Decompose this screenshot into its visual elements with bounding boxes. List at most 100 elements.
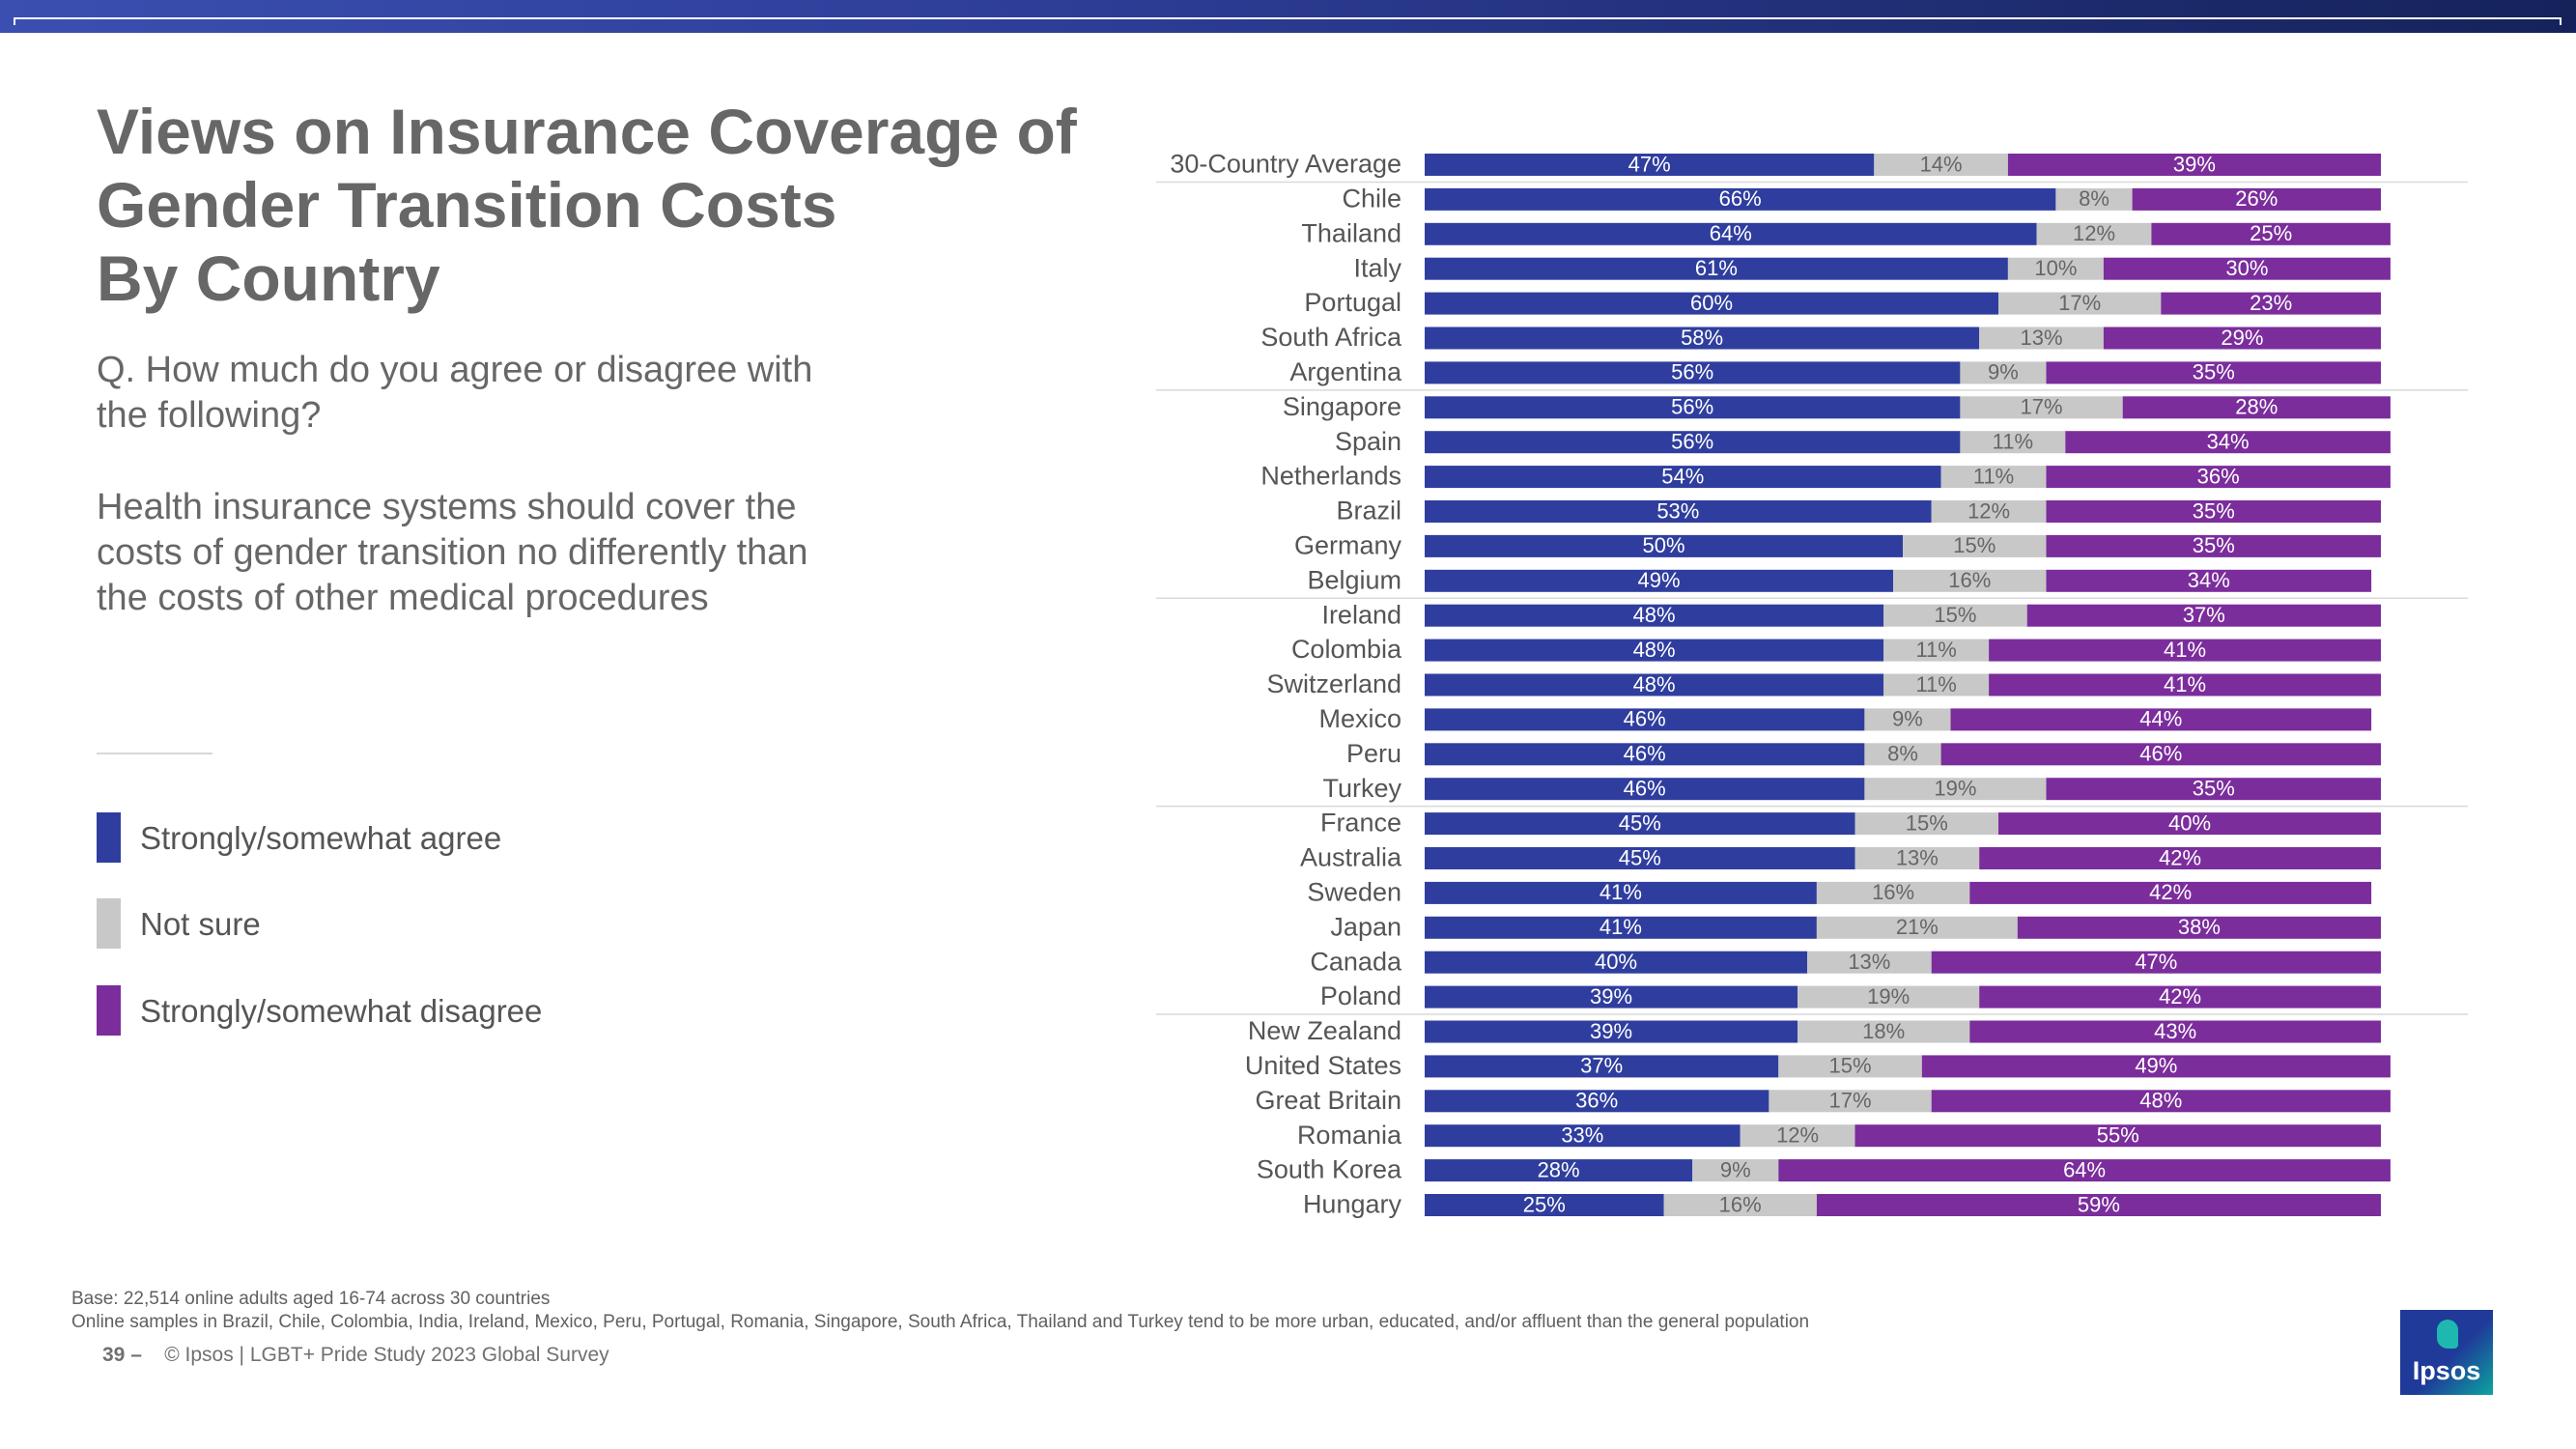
bar-colombia-series-0 [1425,639,1884,662]
bar-poland-series-2 [1979,985,2381,1009]
logo-text: Ipsos [2412,1356,2481,1385]
bar-netherlands-series-1 [1940,466,2047,489]
bar-canada-series-1 [1807,951,1932,974]
bar-belgium-series-1 [1893,569,2047,592]
category-label-brazil: Brazil [1336,497,1401,526]
data-label-hungary-series-2: 59% [2078,1192,2120,1216]
category-label-italy: Italy [1353,253,1401,282]
data-label-italy-series-0: 61% [1695,256,1738,280]
survey-question: Q. How much do you agree or disagree wit… [97,350,813,436]
ipsos-logo: Ipsos [2400,1310,2493,1395]
bar-italy-series-2 [2103,257,2391,280]
bar-hungary-series-1 [1663,1194,1817,1216]
copyright-text: © Ipsos | LGBT+ Pride Study 2023 Global … [164,1344,609,1366]
category-label-germany: Germany [1294,531,1402,560]
data-label-south-korea-series-0: 28% [1538,1157,1580,1181]
data-label-new-zealand-series-2: 43% [2154,1019,2196,1043]
category-label-new-zealand: New Zealand [1248,1016,1401,1045]
data-label-romania-series-2: 55% [2097,1123,2139,1148]
category-label-portugal: Portugal [1304,288,1401,317]
bar-peru-series-1 [1864,743,1941,766]
bar-germany-series-2 [2046,534,2381,557]
bar-switzerland-series-2 [1989,673,2381,696]
data-label-singapore-series-1: 17% [2021,395,2063,419]
bar-sweden-series-1 [1816,881,1970,904]
data-label-peru-series-1: 8% [1887,742,1918,766]
bar-germany-series-0 [1425,534,1903,557]
data-label-united-states-series-1: 15% [1829,1054,1872,1078]
bar-south-korea-series-2 [1778,1159,2391,1182]
data-label-peru-series-0: 46% [1624,742,1666,766]
bar-poland-series-1 [1798,985,1980,1009]
category-label-romania: Romania [1297,1121,1402,1150]
divider [97,753,212,754]
bar-great-britain-series-1 [1769,1090,1932,1113]
category-label-canada: Canada [1310,947,1402,976]
bar-thailand-series-2 [2151,222,2391,245]
data-label-south-africa-series-1: 13% [2021,326,2063,350]
data-label-portugal-series-2: 23% [2250,291,2292,315]
category-label-peru: Peru [1346,739,1401,768]
legend-swatch-disagree [97,985,121,1036]
bar-peru-series-0 [1425,743,1865,766]
logo-mark-icon [2437,1320,2458,1349]
bar-turkey-series-2 [2046,778,2381,801]
bar-brazil-series-0 [1425,500,1932,523]
data-label-germany-series-1: 15% [1953,533,1996,557]
category-label-hungary: Hungary [1303,1190,1402,1219]
bar-portugal-series-2 [2161,292,2381,315]
data-label-great-britain-series-0: 36% [1575,1089,1618,1113]
bar-30-country-average-series-2 [2007,154,2381,176]
data-label-new-zealand-series-1: 18% [1862,1019,1905,1043]
data-label-japan-series-0: 41% [1599,915,1642,939]
legend-swatch-agree [97,812,121,863]
category-label-south-africa: South Africa [1260,323,1402,352]
data-label-belgium-series-2: 34% [2188,568,2230,592]
data-label-italy-series-1: 10% [2034,256,2077,280]
data-label-great-britain-series-2: 48% [2139,1089,2182,1113]
data-label-brazil-series-2: 35% [2193,498,2235,523]
data-label-chile-series-2: 26% [2235,186,2278,211]
bar-brazil-series-2 [2046,500,2381,523]
bar-peru-series-2 [1940,743,2381,766]
data-label-peru-series-2: 46% [2139,742,2182,766]
bar-30-country-average-series-1 [1874,154,2008,176]
bar-ireland-series-2 [2026,604,2381,627]
data-label-spain-series-2: 34% [2207,430,2250,454]
category-label-switzerland: Switzerland [1266,669,1401,698]
footer-base-note: Base: 22,514 online adults aged 16-74 ac… [71,1289,551,1309]
data-label-30-country-average-series-1: 14% [1920,152,1963,176]
bar-colombia-series-1 [1883,639,1990,662]
data-label-canada-series-1: 13% [1848,950,1890,974]
bar-argentina-series-0 [1425,361,1961,384]
bar-30-country-average-series-0 [1425,154,1875,176]
bar-germany-series-1 [1903,534,2047,557]
category-label-colombia: Colombia [1291,635,1402,664]
data-label-netherlands-series-1: 11% [1973,464,2014,488]
bar-mexico-series-2 [1950,708,2372,731]
data-label-argentina-series-0: 56% [1671,360,1713,384]
data-label-switzerland-series-2: 41% [2164,672,2206,696]
survey-statement: Health insurance systems should cover th… [97,487,808,618]
data-label-romania-series-0: 33% [1561,1123,1603,1148]
category-label-argentina: Argentina [1289,357,1402,386]
bar-switzerland-series-1 [1883,673,1990,696]
legend-label-disagree: Strongly/somewhat disagree [140,993,543,1029]
bar-turkey-series-0 [1425,778,1865,801]
bar-hungary-series-2 [1816,1194,2381,1216]
bar-japan-series-0 [1425,916,1817,939]
data-label-chile-series-1: 8% [2079,186,2109,211]
bar-sweden-series-2 [1969,881,2372,904]
category-label-spain: Spain [1335,427,1401,456]
bar-south-korea-series-1 [1692,1159,1779,1182]
data-label-switzerland-series-0: 48% [1633,672,1676,696]
data-label-thailand-series-1: 12% [2073,221,2115,245]
category-label-belgium: Belgium [1307,565,1401,594]
data-label-ireland-series-1: 15% [1934,603,1976,627]
category-label-sweden: Sweden [1307,878,1401,907]
bar-romania-series-0 [1425,1124,1741,1148]
bar-great-britain-series-2 [1931,1090,2391,1113]
data-label-hungary-series-0: 25% [1523,1192,1566,1216]
bar-italy-series-0 [1425,257,2008,280]
bar-united-states-series-0 [1425,1055,1779,1078]
